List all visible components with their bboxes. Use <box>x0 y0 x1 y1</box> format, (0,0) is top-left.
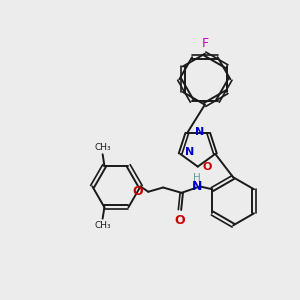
Text: CH₃: CH₃ <box>94 143 111 152</box>
Text: H: H <box>193 173 201 183</box>
Text: N: N <box>192 180 202 193</box>
Text: CH₃: CH₃ <box>94 221 111 230</box>
Text: N: N <box>184 147 194 157</box>
Text: F: F <box>201 37 208 50</box>
Text: O: O <box>133 184 143 197</box>
Text: O: O <box>174 214 185 227</box>
Text: O: O <box>202 162 212 172</box>
Text: N: N <box>195 127 204 136</box>
